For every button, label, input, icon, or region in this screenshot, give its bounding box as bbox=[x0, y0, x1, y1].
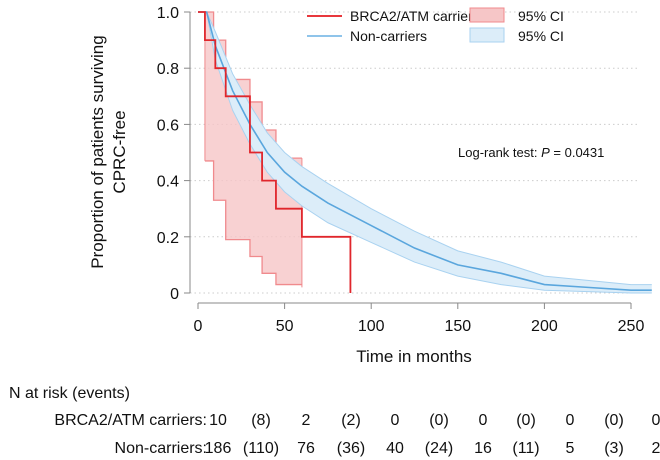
risk-cell: (3) bbox=[604, 440, 624, 457]
risk-cell: 76 bbox=[297, 440, 315, 457]
noncarriers-ci-band bbox=[198, 12, 652, 293]
risk-cell: 0 bbox=[651, 412, 660, 429]
x-tick-label: 50 bbox=[276, 318, 294, 335]
y-tick-label: 0.8 bbox=[157, 61, 179, 78]
legend-label: Non-carriers bbox=[350, 28, 427, 44]
risk-cell: 0 bbox=[478, 412, 488, 429]
risk-cell: (8) bbox=[251, 412, 271, 429]
risk-cell: 0 bbox=[390, 412, 400, 429]
noncarriers-ci-upper bbox=[198, 11, 652, 286]
risk-cell: 10 bbox=[209, 412, 227, 429]
risk-table-title: N at risk (events) bbox=[9, 385, 130, 402]
risk-cell: 5 bbox=[565, 440, 575, 457]
noncarriers-ci-lower bbox=[198, 11, 652, 294]
risk-cell: (0) bbox=[516, 412, 536, 429]
noncarriers-curve bbox=[198, 11, 652, 291]
legend-label: 95% CI bbox=[518, 8, 564, 24]
y-tick-label: 0.4 bbox=[157, 174, 179, 191]
carriers-ci-lower bbox=[204, 160, 302, 286]
km-chart: 0 0.2 0.4 0.6 0.8 1.0 0 50 100 150 200 250 BRCA2/AT… bbox=[88, 5, 652, 366]
y-axis-label-line2: CPRC-free bbox=[110, 110, 129, 193]
risk-cell: (2) bbox=[341, 412, 361, 429]
legend-label: BRCA2/ATM carriers bbox=[350, 8, 480, 24]
carriers-curve bbox=[198, 11, 352, 293]
risk-cell: (0) bbox=[604, 412, 624, 429]
risk-cell: (36) bbox=[336, 440, 366, 457]
risk-cell: 186 bbox=[204, 440, 232, 457]
y-tick-label: 0 bbox=[170, 286, 179, 303]
x-tick-label: 250 bbox=[618, 318, 645, 335]
x-tick-label: 200 bbox=[531, 318, 558, 335]
risk-cell: 2 bbox=[301, 412, 311, 429]
risk-row-label: BRCA2/ATM carriers: bbox=[54, 412, 207, 429]
risk-cell: 16 bbox=[474, 440, 492, 457]
log-rank-annotation: Log-rank test: P = 0.0431 bbox=[458, 145, 604, 160]
y-tick-label: 0.2 bbox=[157, 230, 179, 247]
legend-swatch bbox=[469, 27, 505, 43]
y-tick-label: 0.6 bbox=[157, 117, 179, 134]
legend-label: 95% CI bbox=[518, 28, 564, 44]
x-axis-label: Time in months bbox=[356, 347, 472, 366]
risk-cell: (11) bbox=[512, 440, 540, 457]
legend-swatch bbox=[469, 7, 505, 23]
y-tick-label: 1.0 bbox=[157, 5, 179, 22]
risk-cell: 0 bbox=[565, 412, 575, 429]
risk-cell: (0) bbox=[429, 412, 449, 429]
y-axis-label-line1: Proportion of patients surviving bbox=[88, 35, 107, 268]
risk-cell: (24) bbox=[424, 440, 454, 457]
x-tick-label: 100 bbox=[358, 318, 385, 335]
risk-cell: 2 bbox=[651, 440, 660, 457]
risk-cell: 40 bbox=[386, 440, 404, 457]
risk-row-label: Non-carriers: bbox=[114, 440, 207, 457]
x-tick-label: 0 bbox=[194, 318, 203, 335]
risk-cell: (110) bbox=[242, 440, 280, 457]
x-tick-label: 150 bbox=[444, 318, 471, 335]
